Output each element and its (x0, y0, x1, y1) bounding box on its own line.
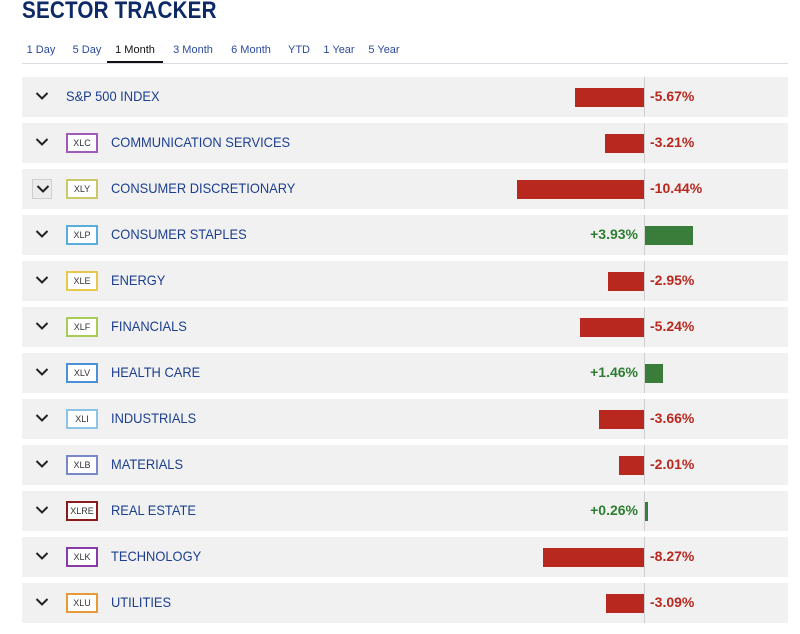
sector-name[interactable]: MATERIALS (111, 456, 184, 472)
change-value: -8.27% (650, 548, 695, 564)
ticker-badge: XLB (66, 455, 98, 475)
change-bar (645, 502, 649, 521)
sector-name[interactable]: HEALTH CARE (111, 364, 201, 380)
change-bar (574, 88, 644, 107)
change-bar (608, 272, 644, 291)
sector-row[interactable]: XLI INDUSTRIALS -3.66% (22, 399, 788, 439)
expand-chevron-icon[interactable] (32, 593, 52, 613)
sector-name[interactable]: ENERGY (111, 272, 166, 288)
ticker-badge: XLK (66, 547, 98, 567)
sector-name[interactable]: CONSUMER DISCRETIONARY (111, 180, 296, 196)
sector-name[interactable]: FINANCIALS (111, 318, 187, 334)
change-value: +0.26% (590, 502, 638, 518)
sector-row[interactable]: XLV HEALTH CARE +1.46% (22, 353, 788, 393)
zero-axis-line (644, 215, 645, 255)
change-bar (604, 134, 644, 153)
ticker-badge: XLI (66, 409, 98, 429)
zero-axis-line (644, 169, 645, 209)
change-value: +1.46% (590, 364, 638, 380)
ticker-badge: XLE (66, 271, 98, 291)
change-bar (580, 318, 644, 337)
sector-row[interactable]: XLB MATERIALS -2.01% (22, 445, 788, 485)
sector-name[interactable]: S&P 500 INDEX (66, 88, 160, 104)
change-value: -10.44% (650, 180, 703, 196)
tab-1-year[interactable]: 1 Year (323, 44, 355, 56)
expand-chevron-icon[interactable] (32, 179, 52, 199)
change-bar (619, 456, 644, 475)
change-bar (516, 180, 644, 199)
ticker-badge: XLRE (66, 501, 98, 521)
sector-row[interactable]: S&P 500 INDEX -5.67% (22, 77, 788, 117)
tab-5-year[interactable]: 5 Year (368, 44, 400, 56)
zero-axis-line (644, 445, 645, 485)
sector-row[interactable]: XLK TECHNOLOGY -8.27% (22, 537, 788, 577)
ticker-badge: XLC (66, 133, 98, 153)
sector-row[interactable]: XLP CONSUMER STAPLES +3.93% (22, 215, 788, 255)
zero-axis-line (644, 261, 645, 301)
tab-3-month[interactable]: 3 Month (173, 44, 213, 56)
timeframe-tabs: 1 Day 5 Day 1 Month 3 Month 6 Month YTD 1 Year… (22, 41, 788, 64)
change-bar (645, 364, 663, 383)
sector-name[interactable]: INDUSTRIALS (111, 410, 197, 426)
expand-chevron-icon[interactable] (32, 409, 52, 429)
sector-row[interactable]: XLY CONSUMER DISCRETIONARY -10.44% (22, 169, 788, 209)
expand-chevron-icon[interactable] (32, 547, 52, 567)
sector-row[interactable]: XLF FINANCIALS -5.24% (22, 307, 788, 347)
ticker-badge: XLP (66, 225, 98, 245)
sector-row[interactable]: XLU UTILITIES -3.09% (22, 583, 788, 623)
change-value: -5.67% (650, 88, 695, 104)
change-value: -3.09% (650, 594, 695, 610)
expand-chevron-icon[interactable] (32, 455, 52, 475)
tab-1-month[interactable]: 1 Month (107, 41, 163, 63)
ticker-badge: XLU (66, 593, 98, 613)
change-bar (543, 548, 644, 567)
change-value: -2.95% (650, 272, 695, 288)
expand-chevron-icon[interactable] (32, 363, 52, 383)
page-title: SECTOR TRACKER (22, 0, 217, 24)
change-value: -3.66% (650, 410, 695, 426)
zero-axis-line (644, 583, 645, 623)
tab-6-month[interactable]: 6 Month (231, 44, 271, 56)
zero-axis-line (644, 307, 645, 347)
sector-row[interactable]: XLE ENERGY -2.95% (22, 261, 788, 301)
sector-name[interactable]: TECHNOLOGY (111, 548, 202, 564)
tab-5-day[interactable]: 5 Day (72, 44, 102, 56)
expand-chevron-icon[interactable] (32, 501, 52, 521)
expand-chevron-icon[interactable] (32, 317, 52, 337)
expand-chevron-icon[interactable] (32, 133, 52, 153)
zero-axis-line (644, 537, 645, 577)
change-value: -5.24% (650, 318, 695, 334)
zero-axis-line (644, 123, 645, 163)
ticker-badge: XLY (66, 179, 98, 199)
zero-axis-line (644, 353, 645, 393)
tab-ytd[interactable]: YTD (288, 44, 310, 56)
sector-row[interactable]: XLRE REAL ESTATE +0.26% (22, 491, 788, 531)
sector-name[interactable]: COMMUNICATION SERVICES (111, 134, 291, 150)
expand-chevron-icon[interactable] (32, 87, 52, 107)
change-value: -3.21% (650, 134, 695, 150)
sector-name[interactable]: REAL ESTATE (111, 502, 196, 518)
ticker-badge: XLF (66, 317, 98, 337)
zero-axis-line (644, 77, 645, 117)
expand-chevron-icon[interactable] (32, 225, 52, 245)
change-value: -2.01% (650, 456, 695, 472)
change-bar (645, 226, 693, 245)
change-bar (606, 594, 644, 613)
ticker-badge: XLV (66, 363, 98, 383)
sector-row[interactable]: XLC COMMUNICATION SERVICES -3.21% (22, 123, 788, 163)
zero-axis-line (644, 491, 645, 531)
change-value: +3.93% (590, 226, 638, 242)
sector-name[interactable]: UTILITIES (111, 594, 172, 610)
tab-1-day[interactable]: 1 Day (26, 44, 56, 56)
change-bar (599, 410, 644, 429)
zero-axis-line (644, 399, 645, 439)
expand-chevron-icon[interactable] (32, 271, 52, 291)
sector-name[interactable]: CONSUMER STAPLES (111, 226, 247, 242)
